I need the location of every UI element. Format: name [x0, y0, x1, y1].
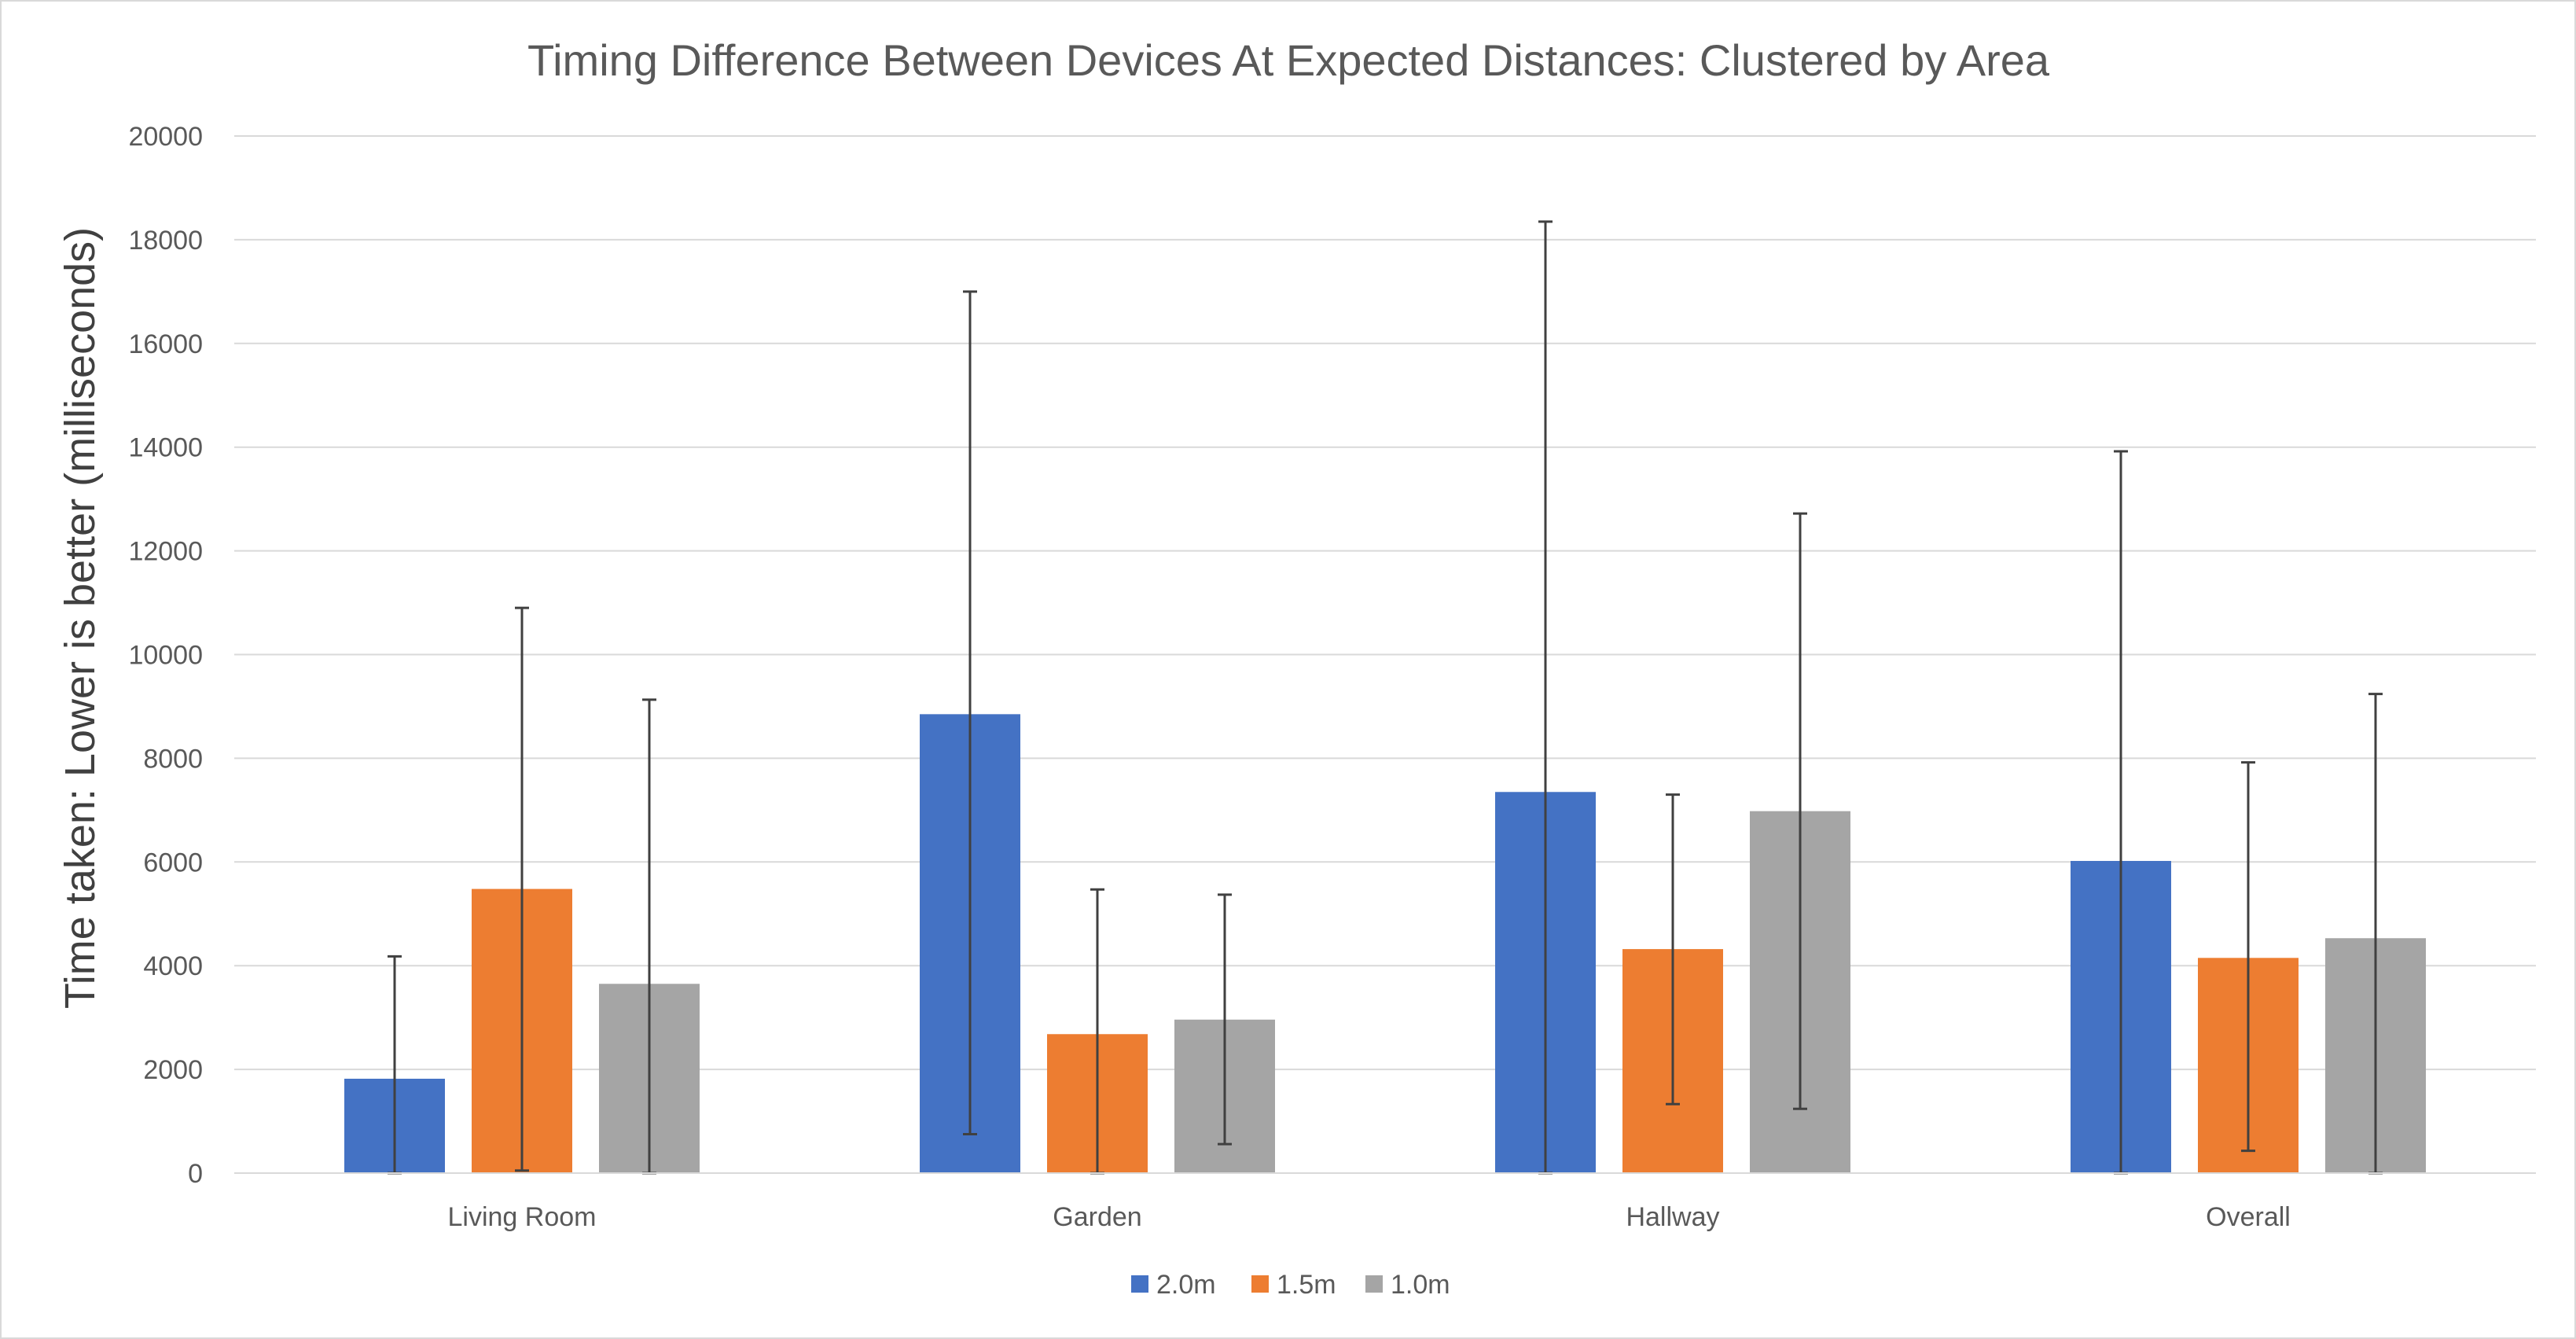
- y-tick-label: 0: [188, 1159, 203, 1189]
- y-tick-label: 16000: [128, 329, 203, 359]
- legend-label: 2.0m: [1156, 1270, 1216, 1300]
- legend-label: 1.0m: [1391, 1270, 1450, 1300]
- x-tick-label: Garden: [1053, 1202, 1141, 1232]
- y-axis-label: Time taken: Lower is better (millisecond…: [57, 227, 104, 1009]
- y-tick-label: 18000: [128, 226, 203, 256]
- y-tick-label: 10000: [128, 641, 203, 671]
- y-tick-label: 2000: [143, 1055, 203, 1085]
- y-tick-label: 6000: [143, 848, 203, 877]
- gridlines: [234, 135, 2536, 1071]
- x-tick-label: Overall: [2206, 1202, 2291, 1232]
- y-tick-label: 20000: [128, 122, 203, 152]
- legend-swatch: [1251, 1275, 1269, 1293]
- legend-swatch: [1131, 1275, 1148, 1293]
- y-tick-label: 14000: [128, 433, 203, 463]
- bars: [344, 714, 2426, 1173]
- y-tick-label: 4000: [143, 951, 203, 981]
- x-tick-label: Living Room: [448, 1202, 597, 1232]
- error-bars: [388, 220, 2383, 1175]
- chart-title: Timing Difference Between Devices At Exp…: [527, 35, 2050, 85]
- x-tick-label: Hallway: [1626, 1202, 1719, 1232]
- y-tick-label: 12000: [128, 537, 203, 567]
- legend-label: 1.5m: [1277, 1270, 1336, 1300]
- y-tick-label: 8000: [143, 744, 203, 774]
- legend: 2.0m 1.5m 1.0m: [1131, 1270, 1450, 1300]
- legend-swatch: [1365, 1275, 1383, 1293]
- x-axis: Living Room Garden Hallway Overall: [234, 1172, 2536, 1232]
- y-axis-ticks: 0 2000 4000 6000 8000 10000 12000 14000 16000 180…: [128, 122, 203, 1189]
